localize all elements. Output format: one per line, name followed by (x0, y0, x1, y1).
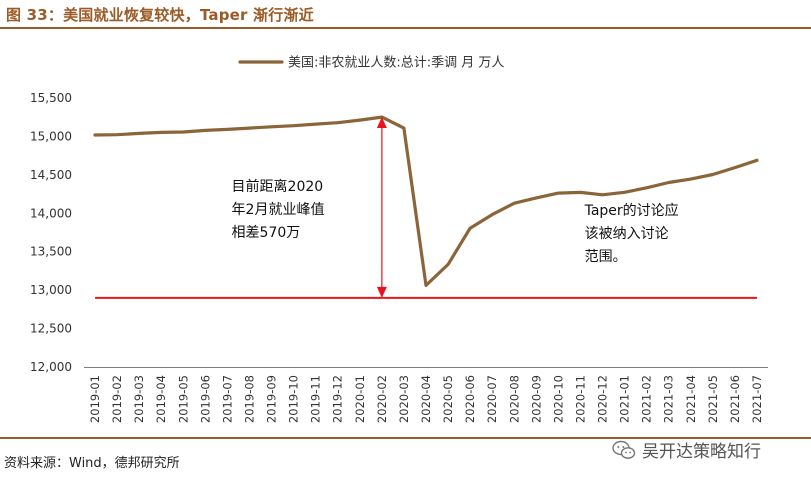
annotation-taper-line: 该被纳入讨论 (585, 226, 669, 242)
x-tick-label: 2020-06 (463, 375, 477, 423)
x-tick-label: 2021-06 (728, 375, 742, 423)
wechat-icon (612, 440, 636, 459)
gap-arrow-head-down (376, 286, 387, 298)
x-tick-label: 2020-05 (441, 375, 455, 423)
annotation-gap-line: 目前距离2020 (232, 178, 324, 195)
y-axis: 12,000 12,500 13,000 13,500 14,000 14,500 15,0… (30, 91, 72, 374)
x-tick-label: 2020-09 (529, 375, 543, 423)
x-tick-label: 2019-05 (176, 375, 190, 423)
x-tick-label: 2020-12 (596, 375, 610, 423)
x-tick-label: 2020-08 (507, 375, 521, 423)
plot-area (93, 115, 759, 299)
x-tick-label: 2019-07 (220, 375, 234, 423)
x-tick-label: 2021-05 (706, 375, 720, 423)
footer-divider (0, 437, 811, 439)
y-tick-label: 12,000 (30, 360, 72, 374)
chart: 12,000 12,500 13,000 13,500 14,000 14,500 15,0… (30, 56, 768, 423)
legend: 美国:非农就业人数:总计:季调 月 万人 (238, 56, 504, 71)
x-tick-label: 2021-01 (618, 375, 632, 423)
x-tick-label: 2019-11 (309, 375, 323, 423)
gap-arrow-head-up (376, 117, 387, 129)
y-tick-label: 14,000 (30, 206, 72, 220)
x-axis: 2019-01 2019-02 2019-03 2019-04 2019-05 2019-… (84, 367, 768, 423)
x-tick-label: 2019-09 (265, 375, 279, 423)
x-tick-label: 2020-03 (397, 375, 411, 423)
y-tick-label: 12,500 (30, 322, 72, 336)
figure-title: 图 33：美国就业恢复较快，Taper 渐行渐近 (6, 6, 314, 24)
y-tick-label: 15,000 (30, 129, 72, 143)
legend-label: 美国:非农就业人数:总计:季调 月 万人 (288, 56, 504, 71)
x-tick-label: 2021-07 (750, 375, 764, 423)
x-tick-label: 2020-07 (485, 375, 499, 423)
annotation-gap-line: 相差570万 (232, 225, 301, 241)
y-tick-label: 14,500 (30, 168, 72, 182)
x-tick-label: 2019-06 (198, 375, 212, 423)
title-divider (0, 27, 811, 29)
watermark-text: 吴开达策略知行 (642, 442, 761, 462)
x-tick-label: 2019-02 (110, 375, 124, 423)
y-tick-label: 15,500 (30, 91, 72, 105)
x-tick-label: 2020-04 (419, 375, 433, 423)
annotation-gap-line: 年2月就业峰值 (232, 202, 325, 218)
x-tick-label: 2020-01 (353, 375, 367, 423)
x-tick-label: 2019-01 (88, 375, 102, 423)
x-tick-label: 2019-03 (132, 375, 146, 423)
x-tick-label: 2019-12 (331, 375, 345, 423)
annotation-taper-line: Taper的讨论应 (584, 202, 679, 219)
x-tick-label: 2021-03 (662, 375, 676, 423)
series-line (93, 115, 759, 287)
annotation-taper-line: 范围。 (585, 248, 627, 265)
watermark: 吴开达策略知行 (612, 437, 761, 462)
x-tick-label: 2020-02 (375, 375, 389, 423)
y-tick-label: 13,000 (30, 283, 72, 297)
x-tick-label: 2019-04 (154, 375, 168, 423)
x-tick-label: 2020-10 (551, 375, 565, 423)
x-tick-label: 2021-02 (640, 375, 654, 423)
x-tick-label: 2020-11 (573, 375, 587, 423)
source-note: 资料来源：Wind，德邦研究所 (4, 456, 180, 471)
x-tick-label: 2019-08 (242, 375, 256, 423)
x-tick-label: 2019-10 (287, 375, 301, 423)
x-tick-label: 2021-04 (684, 375, 698, 423)
y-tick-label: 13,500 (30, 245, 72, 259)
